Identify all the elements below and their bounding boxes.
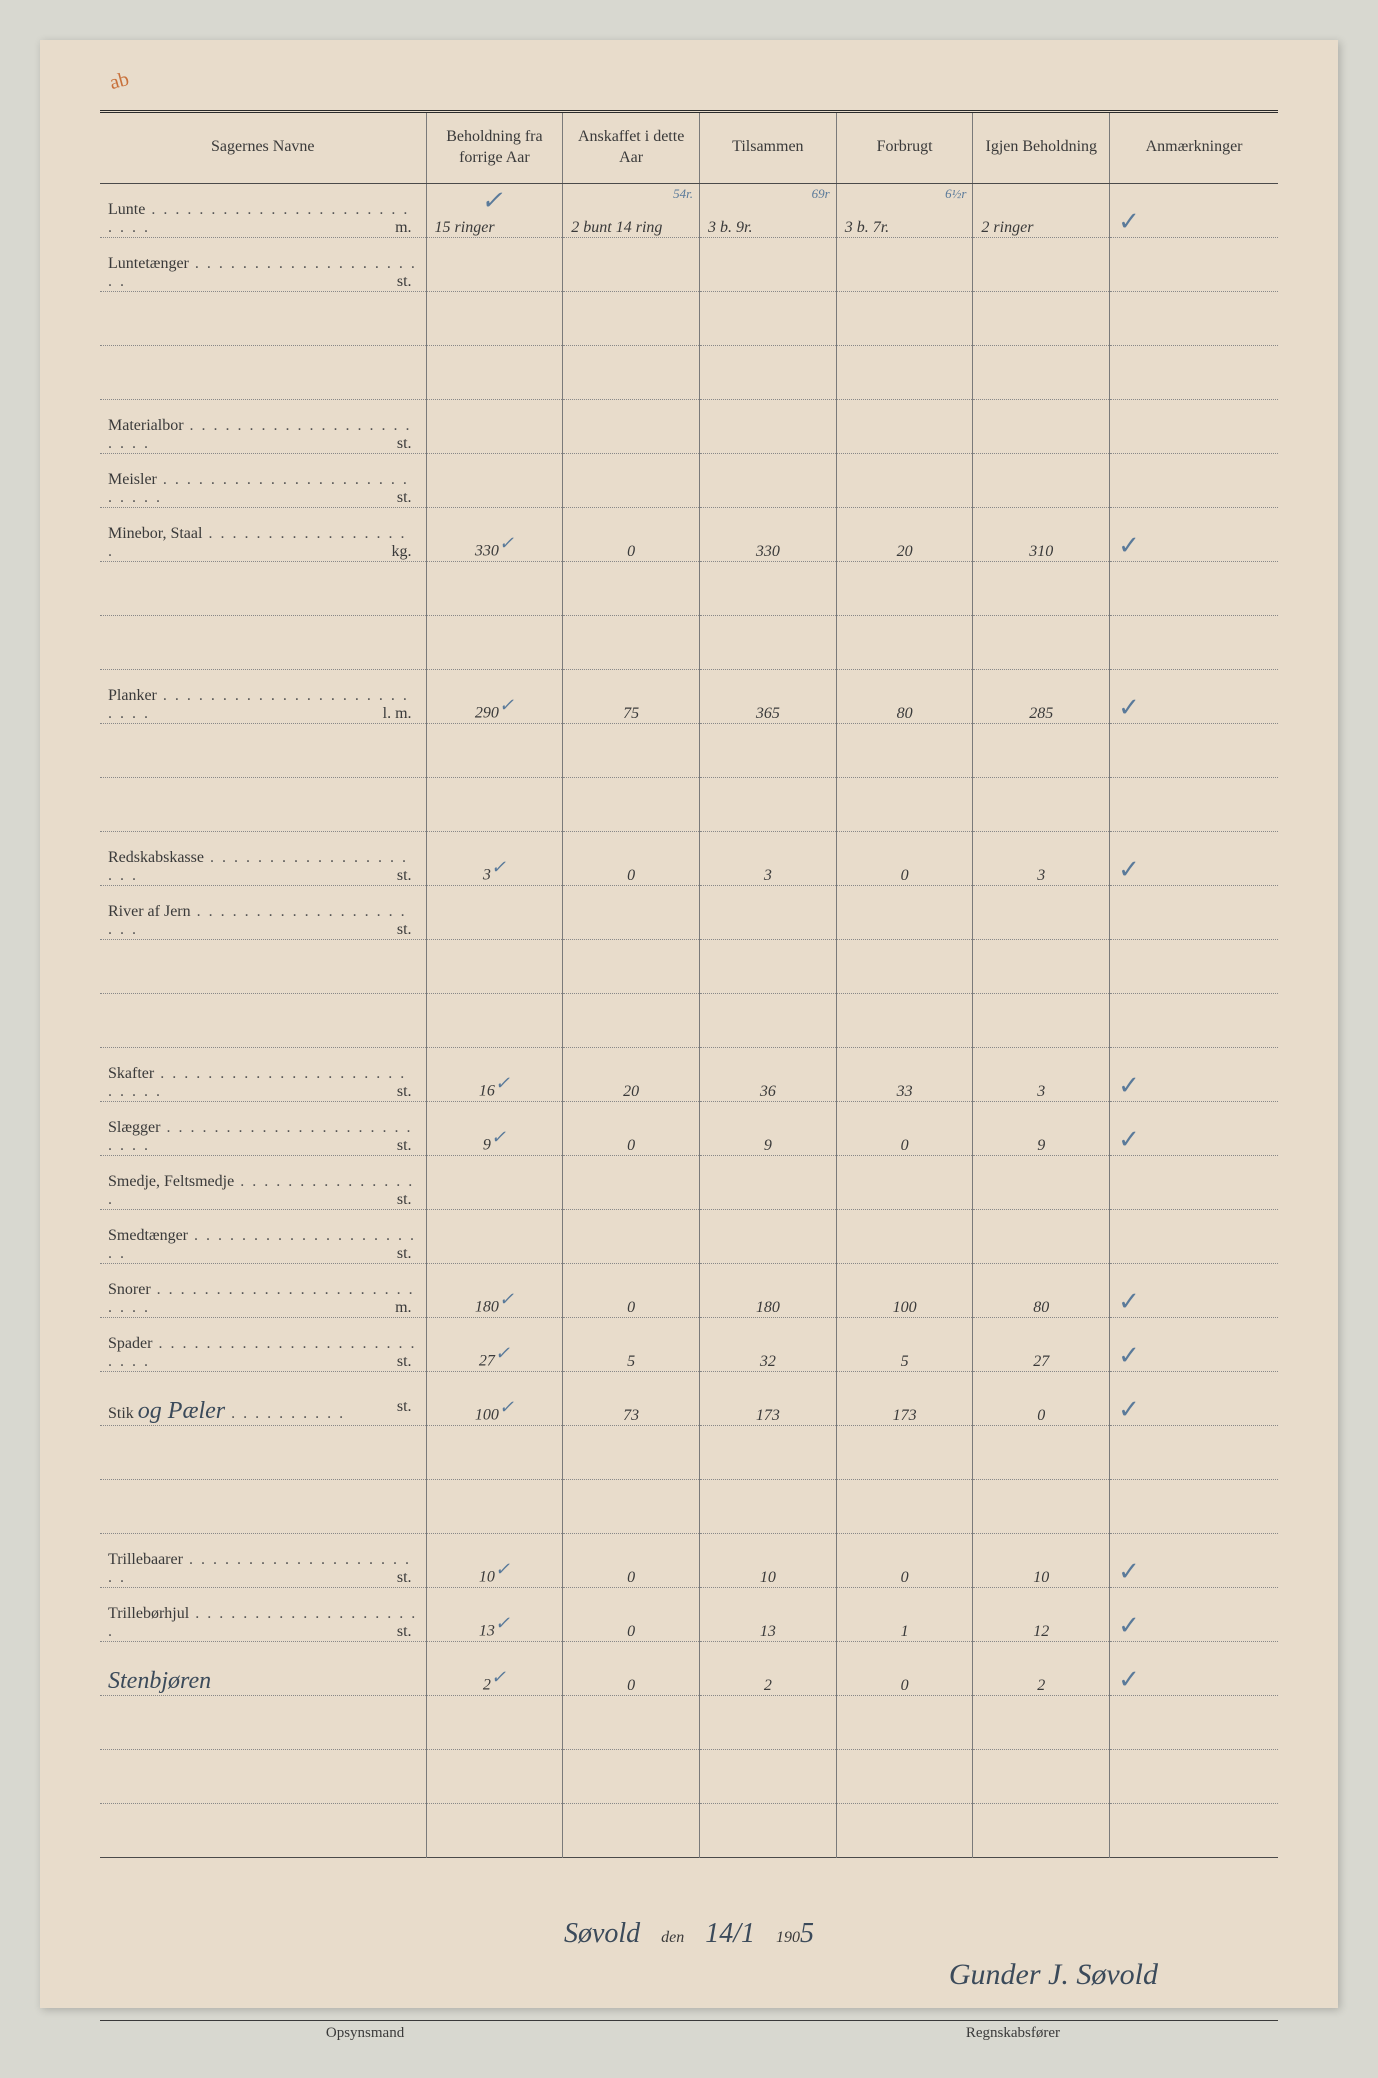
v-lunte-4: 6½r3 b. 7r. — [836, 183, 973, 237]
row-snorer: Snorer . . . . . . . . . . . . . . . . .… — [100, 1263, 1278, 1317]
footer-labels: Opsynsmand Regnskabsfører — [100, 2020, 1278, 2042]
header-name: Sagernes Navne — [100, 112, 426, 184]
header-col1: Beholdning fra forrige Aar — [426, 112, 563, 184]
corner-mark: ab — [107, 68, 131, 95]
row-trillebaarer: Trillebaarer . . . . . . . . . . . . . .… — [100, 1533, 1278, 1587]
row-river: River af Jern . . . . . . . . . . . . . … — [100, 885, 1278, 939]
header-row: Sagernes Navne Beholdning fra forrige Aa… — [100, 112, 1278, 184]
row-smedtaenger: Smedtænger . . . . . . . . . . . . . . .… — [100, 1209, 1278, 1263]
v-minebor-1: 330✓ — [426, 507, 563, 561]
date-line: Søvold den 14/1 1905 — [100, 1918, 1278, 1950]
row-materialbor: Materialbor . . . . . . . . . . . . . . … — [100, 399, 1278, 453]
row-minebor: Minebor, Staal . . . . . . . . . . . . .… — [100, 507, 1278, 561]
header-col2: Anskaffet i dette Aar — [563, 112, 700, 184]
v-lunte-3: 69r3 b. 9r. — [699, 183, 836, 237]
header-col4: Forbrugt — [836, 112, 973, 184]
v-lunte-1: ✓15 ringer — [426, 183, 563, 237]
row-slaegger: Slægger . . . . . . . . . . . . . . . . … — [100, 1101, 1278, 1155]
header-col5: Igjen Beholdning — [973, 112, 1110, 184]
row-trilleborhjul: Trillebørhjul . . . . . . . . . . . . . … — [100, 1587, 1278, 1641]
row-lunte: Lunte . . . . . . . . . . . . . . . . . … — [100, 183, 1278, 237]
row-redskabskasse: Redskabskasse . . . . . . . . . . . . . … — [100, 831, 1278, 885]
row-meisler: Meisler . . . . . . . . . . . . . . . . … — [100, 453, 1278, 507]
ledger-page: ab Sagernes Navne Beholdning fra forrige… — [40, 40, 1338, 2008]
header-col6: Anmærkninger — [1110, 112, 1278, 184]
row-luntetaenger: Luntetænger . . . . . . . . . . . . . . … — [100, 237, 1278, 291]
row-stenbjoren: Stenbjøren 2✓ 0 2 0 2 ✓ — [100, 1641, 1278, 1695]
footer: Søvold den 14/1 1905 Gunder J. Søvold Op… — [100, 1918, 1278, 2078]
ledger-table: Sagernes Navne Beholdning fra forrige Aa… — [100, 110, 1278, 1858]
label-lunte: Lunte — [108, 201, 145, 219]
row-planker: Planker . . . . . . . . . . . . . . . . … — [100, 669, 1278, 723]
row-stik: Stik og Pæler . . . . . . . . . .st. 100… — [100, 1371, 1278, 1425]
label-regnskabsforer: Regnskabsfører — [748, 2025, 1278, 2042]
label-opsynsmand: Opsynsmand — [100, 2025, 630, 2042]
row-spader: Spader . . . . . . . . . . . . . . . . .… — [100, 1317, 1278, 1371]
header-col3: Tilsammen — [699, 112, 836, 184]
note-lunte: ✓ — [1110, 183, 1278, 237]
row-smedje: Smedje, Feltsmedje . . . . . . . . . . .… — [100, 1155, 1278, 1209]
row-skafter: Skafter . . . . . . . . . . . . . . . . … — [100, 1047, 1278, 1101]
v-lunte-5: 2 ringer — [973, 183, 1110, 237]
signature: Gunder J. Søvold — [949, 1958, 1158, 1992]
v-lunte-2: 54r.2 bunt 14 ring — [563, 183, 700, 237]
